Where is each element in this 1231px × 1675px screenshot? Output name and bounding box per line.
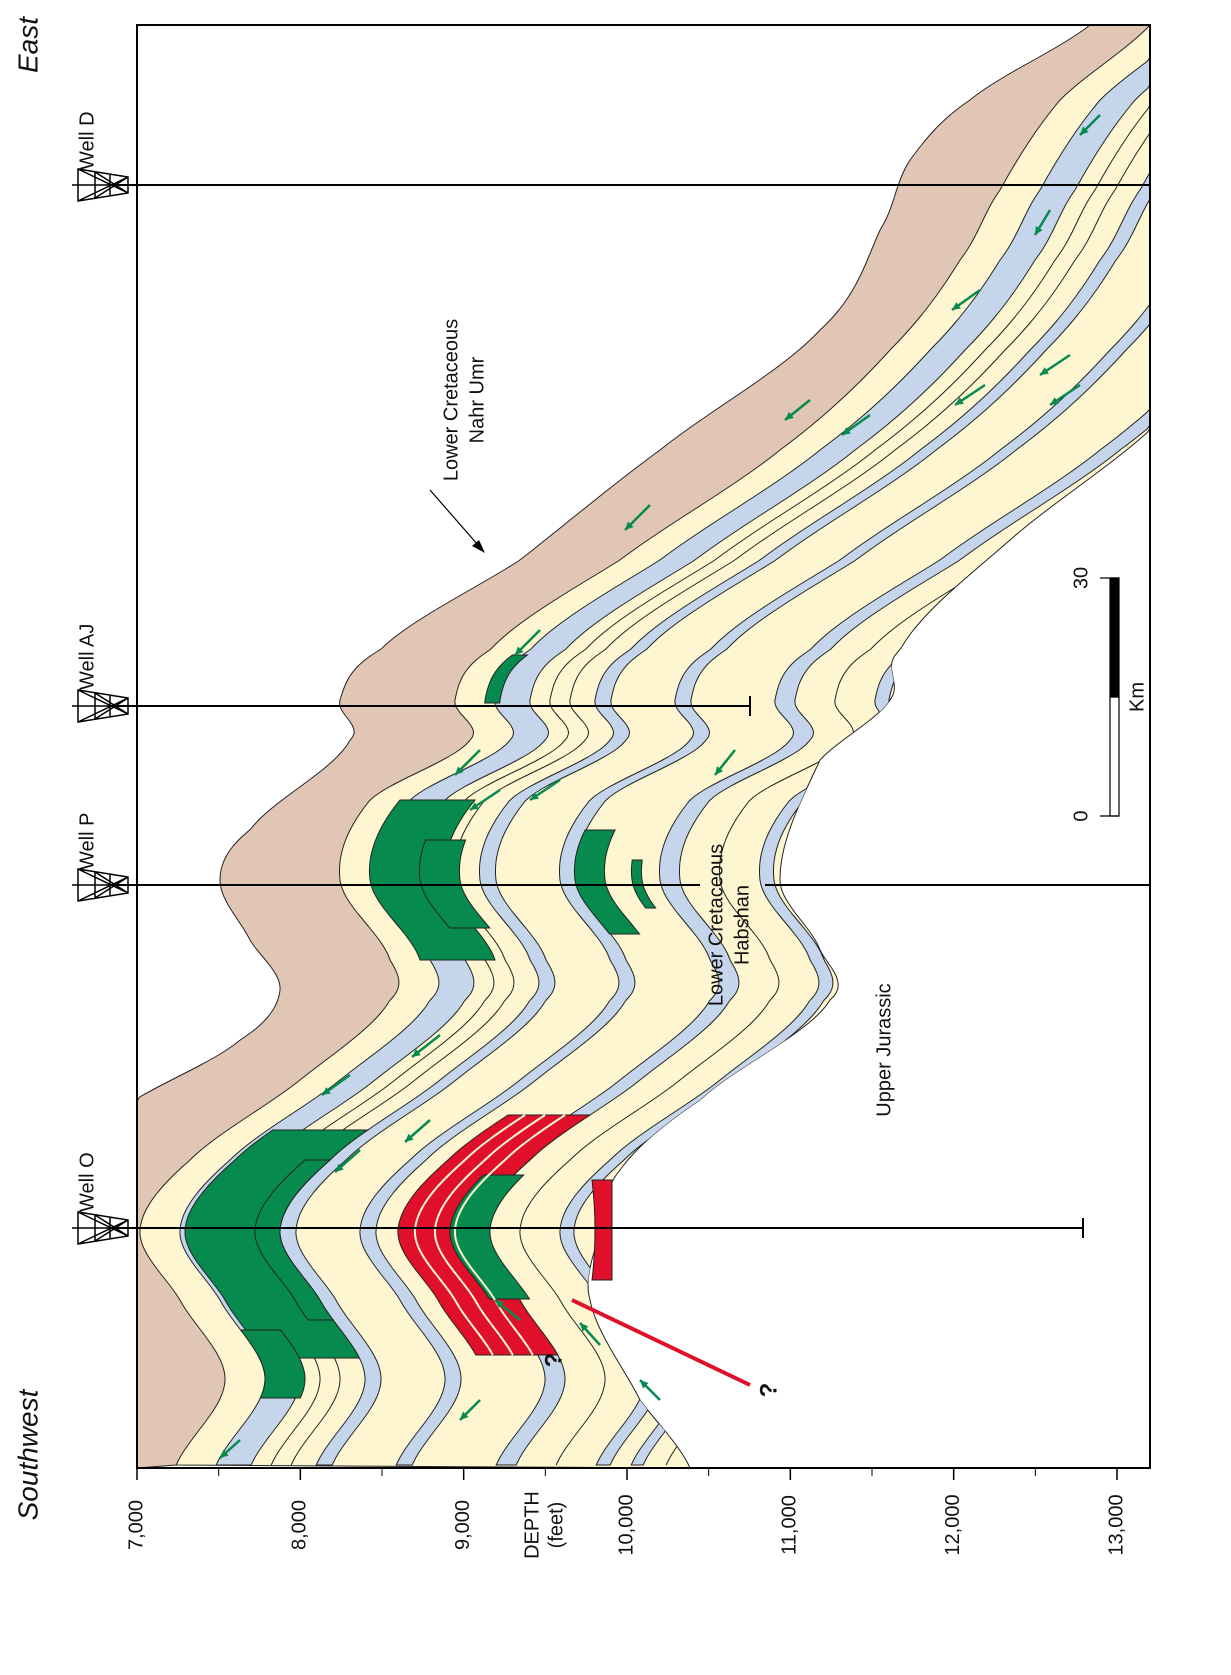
oil-zone: [484, 654, 529, 704]
flow-arrow-head: [1080, 126, 1089, 135]
oil-zone: [254, 1159, 335, 1321]
flow-arrow-head: [275, 1191, 284, 1200]
pointer-head: [472, 540, 485, 553]
flow-arrow-head: [842, 427, 851, 435]
flow-arrow-head: [405, 1133, 414, 1142]
formation-label: Lower Cretaceous: [705, 844, 727, 1006]
depth-tick-label: 11,000: [779, 1495, 801, 1555]
scale-bar-black: [1109, 577, 1120, 698]
layer-line: [433, 1114, 546, 1356]
depth-tick-label: 9,000: [452, 1500, 474, 1550]
flow-arrow-head: [955, 397, 964, 405]
derrick: [72, 868, 129, 902]
carbonate-band: [459, 25, 1150, 1466]
well-label: Well P: [76, 813, 98, 870]
question-mark: ?: [540, 1353, 567, 1368]
flow-arrow-head: [952, 302, 961, 310]
formation-label: Upper Jurassic: [873, 983, 895, 1116]
flow-arrow-head: [1035, 226, 1043, 235]
derrick: [72, 1211, 129, 1245]
direction-label: Southwest: [12, 1388, 43, 1520]
scale-bar-white: [1109, 696, 1120, 817]
flow-arrow-head: [625, 521, 634, 530]
carbonate-band: [179, 25, 1150, 1466]
well-label: Well AJ: [76, 624, 98, 690]
depth-tick-label: 7,000: [125, 1500, 147, 1550]
annotations: Well D Well AJ Well P Well O East Southwest Lo…: [12, 16, 1150, 1559]
layer-line: [413, 1114, 526, 1356]
flow-arrow-head: [715, 766, 724, 775]
well-label: Well O: [76, 1152, 98, 1212]
layer-line: [453, 1114, 566, 1356]
flow-arrow-head: [460, 1411, 469, 1420]
flow-arrow-head: [580, 1323, 589, 1332]
pointer: [429, 489, 479, 546]
formation-label: Lower Cretaceous: [440, 319, 462, 481]
oil-zone: [573, 829, 641, 935]
flow-arrow-head: [530, 792, 539, 800]
flow-arrow-head: [1040, 367, 1049, 375]
flow-arrow-head: [335, 1163, 344, 1172]
direction-label: East: [12, 16, 43, 73]
flow-arrow-head: [785, 411, 794, 420]
derrick: [72, 168, 129, 202]
oil-zone: [630, 859, 657, 909]
flow-arrow-head: [1050, 397, 1059, 405]
flow-arrow-head: [515, 646, 524, 655]
depth-axis-unit: (feet): [545, 1502, 567, 1549]
depth-tick-label: 8,000: [289, 1500, 311, 1550]
nahr-umr-fill: [136, 24, 1152, 1469]
carbonate-band: [359, 25, 1150, 1466]
flow-arrow-head: [412, 1048, 421, 1057]
depth-axis-label: DEPTH: [521, 1491, 543, 1559]
flow-arrow-head: [495, 1300, 504, 1309]
scale-unit: Km: [1126, 682, 1148, 712]
fault: [571, 1298, 751, 1387]
flow-arrow-head: [220, 1449, 229, 1458]
flow-arrow-head: [640, 1380, 649, 1389]
depth-tick-label: 12,000: [942, 1494, 964, 1555]
question-mark: ?: [755, 1383, 782, 1398]
depth-tick-label: 10,000: [615, 1494, 637, 1555]
flow-arrow-head: [322, 1087, 331, 1095]
derrick: [72, 689, 129, 723]
carbonate-band: [279, 25, 1150, 1466]
flow-arrow-head: [470, 802, 479, 810]
scale-tick-label: 30: [1070, 567, 1092, 589]
oil-zone: [449, 1174, 531, 1300]
depth-tick-label: 13,000: [1105, 1494, 1127, 1555]
formation-label: Nahr Umr: [466, 356, 488, 443]
formation-label: Habshan: [731, 885, 753, 965]
oil-zone: [239, 1329, 306, 1399]
well-label: Well D: [76, 111, 98, 170]
flow-arrow-head: [455, 766, 464, 775]
scale-tick-label: 0: [1070, 810, 1092, 821]
gas-zone: [591, 1179, 613, 1281]
